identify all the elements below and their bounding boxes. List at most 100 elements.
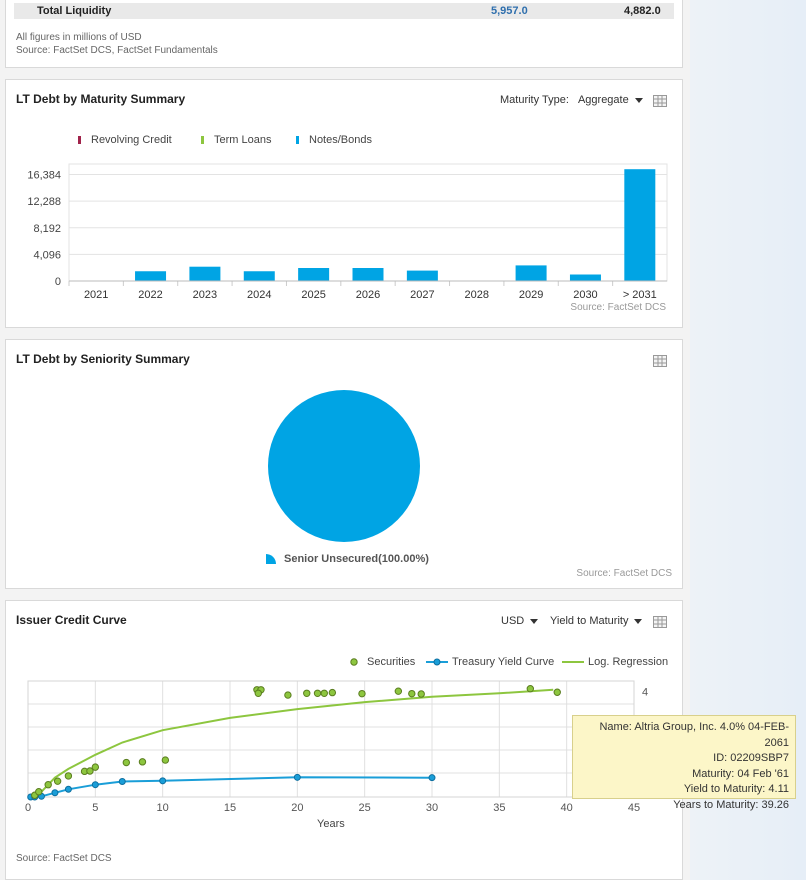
security-point	[358, 689, 366, 698]
x-tick-label: 5	[92, 802, 98, 814]
notes-bonds-swatch-icon	[296, 136, 299, 145]
plot-area	[68, 163, 668, 282]
chevron-down-icon[interactable]	[634, 618, 643, 624]
maturity-type-control[interactable]: Maturity Type: Aggregate	[500, 94, 643, 106]
measure-select[interactable]: Yield to Maturity	[550, 615, 643, 627]
curve-legend-securities[interactable]: Securities	[349, 656, 415, 668]
chevron-down-icon[interactable]	[530, 618, 539, 624]
tooltip-maturity: Maturity: 04 Feb '61	[692, 767, 789, 780]
security-point	[417, 690, 425, 698]
bar	[189, 266, 221, 281]
security-point	[303, 689, 311, 698]
currency-select[interactable]: USD	[501, 615, 539, 627]
security-point	[320, 689, 328, 698]
security-point	[161, 756, 170, 764]
chevron-down-icon[interactable]	[634, 97, 643, 103]
table-view-icon[interactable]	[653, 95, 667, 107]
security-point	[91, 763, 100, 771]
security-point	[526, 685, 535, 693]
x-tick-label: 45	[628, 802, 640, 814]
security-point	[284, 691, 292, 699]
legend-label: Treasury Yield Curve	[452, 656, 555, 668]
maturity-legend-term-loans[interactable]: Term Loans	[201, 134, 271, 146]
x-tick-label: 2028	[464, 289, 488, 301]
legend-label: Revolving Credit	[91, 134, 172, 146]
curve-legend-regression[interactable]: Log. Regression	[562, 656, 668, 668]
tooltip-ytm: Yield to Maturity: 4.11	[683, 783, 789, 795]
bar	[243, 271, 275, 281]
y-tick-label: 0	[55, 276, 61, 288]
legend-label: Term Loans	[214, 134, 272, 146]
x-tick-label: 2026	[356, 289, 380, 301]
bar	[624, 169, 656, 281]
security-point	[408, 689, 416, 698]
total-liquidity-label: Total Liquidity	[37, 5, 112, 17]
y-tick-label: 4	[642, 687, 648, 699]
bar	[135, 271, 167, 281]
line-icon	[562, 661, 584, 664]
x-tick-label: 15	[224, 802, 236, 814]
maturity-bar-chart: 16,384 12,288 8,192 4,096 0 2021 2022 2023 2024 2…	[27, 163, 668, 301]
maturity-type-label: Maturity Type:	[500, 94, 569, 106]
maturity-legend-notes-bonds[interactable]: Notes/Bonds	[296, 134, 372, 146]
security-point	[64, 772, 73, 780]
seniority-legend-label: Senior Unsecured(100.00%)	[284, 553, 429, 565]
dot-marker-icon	[350, 658, 358, 666]
security-point	[86, 767, 94, 775]
seniority-pie-chart	[268, 390, 420, 542]
y-tick-label: 12,288	[27, 196, 61, 208]
curve-legend-treasury[interactable]: Treasury Yield Curve	[426, 656, 554, 668]
maturity-type-value[interactable]: Aggregate	[577, 94, 629, 106]
pie-slice	[268, 390, 420, 542]
maturity-legend-revolving[interactable]: Revolving Credit	[78, 134, 172, 146]
total-liquidity-value-2: 4,882.0	[624, 5, 661, 17]
credit-curve-chart: 0 5 10 15 20 25 30 35 40 45 4	[25, 680, 648, 814]
x-tick-label: 30	[426, 802, 438, 814]
credit-curve-title: Issuer Credit Curve	[16, 613, 127, 627]
total-liquidity-row	[14, 3, 674, 19]
seniority-legend-item[interactable]: Senior Unsecured(100.00%)	[266, 553, 429, 565]
y-tick-label: 8,192	[33, 223, 61, 235]
seniority-source: Source: FactSet DCS	[576, 568, 672, 579]
x-tick-label: 2025	[301, 289, 325, 301]
treasury-point	[91, 781, 99, 789]
security-point	[328, 688, 337, 697]
credit-curve-source: Source: FactSet DCS	[16, 853, 112, 864]
x-tick-label: 10	[157, 802, 169, 814]
x-tick-label: 35	[493, 802, 505, 814]
seniority-panel: LT Debt by Seniority Summary Senior Unse…	[5, 339, 683, 589]
security-point	[44, 780, 52, 789]
bar	[515, 265, 547, 281]
maturity-title: LT Debt by Maturity Summary	[16, 92, 186, 106]
security-point	[122, 758, 131, 767]
tooltip-years: Years to Maturity: 39.26	[673, 798, 789, 811]
maturity-source: Source: FactSet DCS	[570, 302, 666, 313]
term-loans-swatch-icon	[201, 136, 204, 145]
table-view-icon[interactable]	[653, 616, 667, 628]
line-marker-icon	[426, 658, 448, 666]
treasury-point	[293, 773, 301, 781]
security-point	[553, 688, 561, 696]
x-tick-label: 2022	[138, 289, 162, 301]
bar	[298, 268, 330, 281]
bar	[352, 268, 384, 281]
legend-label: Securities	[367, 656, 416, 668]
liquidity-panel: Total Liquidity 5,957.0 4,882.0 All figu…	[5, 0, 683, 68]
y-tick-label: 4,096	[33, 249, 61, 261]
table-view-icon[interactable]	[653, 355, 667, 367]
bar	[406, 270, 438, 281]
regression-line	[40, 688, 554, 793]
figures-note: All figures in millions of USD	[16, 32, 142, 43]
currency-value: USD	[501, 615, 525, 627]
plot-area	[27, 680, 635, 798]
security-point	[254, 689, 262, 698]
security-point	[35, 788, 43, 796]
credit-curve-panel: Issuer Credit Curve USD Yield to Maturit…	[5, 600, 683, 880]
treasury-point	[159, 777, 167, 785]
y-tick-label: 16,384	[27, 170, 61, 182]
legend-label: Log. Regression	[588, 656, 669, 668]
x-axis-label: Years	[317, 818, 345, 830]
treasury-point	[64, 785, 72, 793]
total-liquidity-value-1[interactable]: 5,957.0	[491, 5, 528, 17]
x-tick-label: 2024	[247, 289, 271, 301]
